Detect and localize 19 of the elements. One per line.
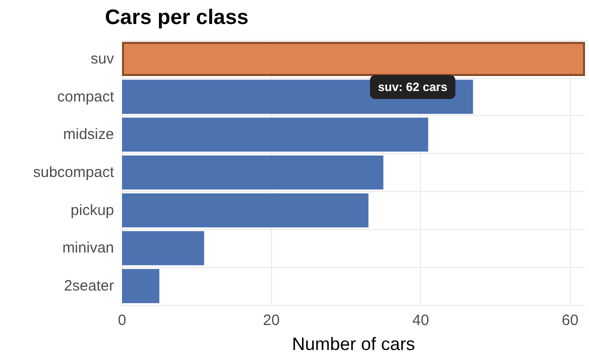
bar (122, 155, 384, 190)
annotation: suv: 62 cars (378, 80, 448, 94)
bar (122, 231, 204, 266)
y-tick-label: midsize (63, 126, 114, 144)
y-tick-label: subcompact (33, 164, 115, 181)
y-tick-label: 2seater (64, 278, 114, 295)
x-tick-label: 20 (263, 312, 280, 329)
y-tick-label: pickup (70, 202, 114, 219)
bar (122, 193, 368, 228)
chart-title: Cars per class (105, 6, 249, 29)
bar (122, 118, 428, 152)
x-tick-label: 0 (118, 312, 126, 329)
y-tick-label: compact (57, 88, 115, 106)
y-tick-label: suv (90, 50, 114, 68)
y-tick-label: minivan (62, 240, 114, 257)
x-tick-label: 40 (412, 312, 430, 329)
x-tick-label: 60 (562, 312, 578, 329)
bar (122, 269, 160, 304)
x-axis-title: Number of cars (292, 334, 416, 354)
